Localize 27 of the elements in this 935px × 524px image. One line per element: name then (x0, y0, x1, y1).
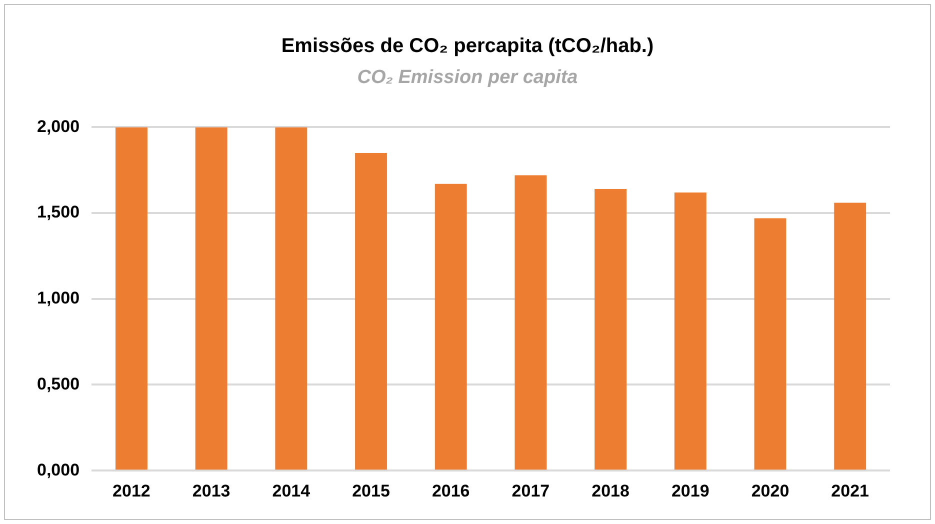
y-tick-label: 1,500 (36, 202, 80, 222)
y-tick-label: 0,000 (36, 460, 80, 480)
bar (115, 127, 148, 470)
x-tick-label: 2014 (272, 481, 311, 500)
x-tick-label: 2019 (671, 481, 710, 500)
x-tick-label: 2015 (352, 481, 390, 500)
bar (834, 202, 866, 470)
bar (275, 127, 308, 470)
chart-title: Emissões de CO₂ percapita (tCO₂/hab.) (280, 35, 655, 58)
chart-subtitle: CO₂ Emission per capita (356, 67, 579, 89)
x-tick-label: 2013 (192, 481, 230, 500)
y-tick-label: 2,000 (36, 116, 80, 136)
x-tick-label: 2020 (751, 481, 790, 500)
x-tick-label: 2016 (432, 481, 470, 500)
y-tick-label: 1,000 (36, 288, 80, 308)
bar (355, 152, 387, 470)
bar (195, 127, 228, 470)
x-tick-label: 2021 (831, 481, 869, 500)
bar (514, 175, 547, 470)
bar (674, 192, 706, 470)
y-tick-label: 0,500 (36, 374, 80, 394)
x-tick-label: 2012 (112, 481, 150, 500)
bar (434, 184, 467, 470)
x-tick-label: 2018 (592, 481, 630, 500)
bar (594, 189, 627, 470)
bar (754, 218, 786, 470)
x-tick-label: 2017 (512, 481, 550, 500)
